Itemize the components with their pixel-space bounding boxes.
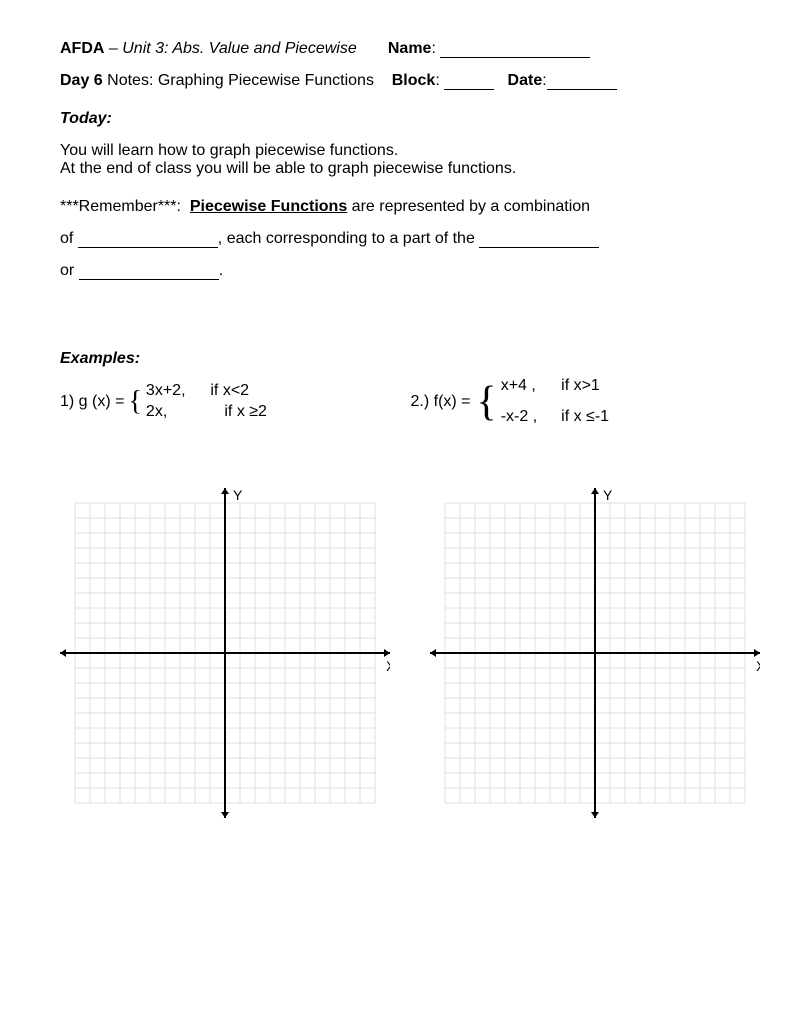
examples-row: 1) g (x) = { 3x+2, if x<2 2x, if x ≥2 2.… xyxy=(60,376,731,428)
piecewise-term: Piecewise Functions xyxy=(190,198,347,215)
ex2-label: 2.) f(x) = xyxy=(411,393,471,411)
ex1-p1-func: 3x+2, xyxy=(146,381,206,402)
name-blank[interactable] xyxy=(440,57,590,58)
brace-icon: { xyxy=(477,392,497,412)
blank-of[interactable] xyxy=(78,247,218,248)
graphs-row: YX YX xyxy=(60,488,731,818)
today-section: Today: You will learn how to graph piece… xyxy=(60,110,731,178)
of-label: of xyxy=(60,230,73,247)
examples-section: Examples: 1) g (x) = { 3x+2, if x<2 2x, … xyxy=(60,350,731,818)
ex1-pieces: 3x+2, if x<2 2x, if x ≥2 xyxy=(146,381,267,423)
block-blank[interactable] xyxy=(444,89,494,90)
svg-text:X: X xyxy=(756,658,760,674)
remember-line1: ***Remember***: Piecewise Functions are … xyxy=(60,198,731,216)
grid-svg-1: YX xyxy=(60,488,390,818)
remember-section: ***Remember***: Piecewise Functions are … xyxy=(60,198,731,280)
day-text: Notes: Graphing Piecewise Functions xyxy=(107,72,374,89)
grid-svg-2: YX xyxy=(430,488,760,818)
unit-title: – Unit 3: Abs. Value and Piecewise xyxy=(109,40,357,57)
blank-or[interactable] xyxy=(79,279,219,280)
example-2: 2.) f(x) = { x+4 , if x>1 -x-2 , if x ≤-… xyxy=(411,376,732,428)
remember-after-term: are represented by a combination xyxy=(352,198,590,215)
svg-text:Y: Y xyxy=(233,488,243,503)
graph-2: YX xyxy=(430,488,760,818)
example-1: 1) g (x) = { 3x+2, if x<2 2x, if x ≥2 xyxy=(60,376,381,428)
brace-icon: { xyxy=(128,392,141,412)
date-blank[interactable] xyxy=(547,89,617,90)
ex1-label: 1) g (x) = xyxy=(60,393,124,411)
remember-line2: of , each corresponding to a part of the xyxy=(60,230,731,248)
date-label: Date xyxy=(508,72,543,89)
name-label: Name xyxy=(388,40,432,57)
header-line-1: AFDA – Unit 3: Abs. Value and Piecewise … xyxy=(60,40,731,58)
ex1-p2-cond: if x ≥2 xyxy=(224,403,267,420)
ex2-p1-cond: if x>1 xyxy=(561,377,600,394)
examples-heading: Examples: xyxy=(60,350,731,368)
ex2-p2-func: -x-2 , xyxy=(501,407,557,428)
period: . xyxy=(219,262,223,279)
day-label: Day 6 xyxy=(60,72,103,89)
graph-1: YX xyxy=(60,488,390,818)
remember-prefix: ***Remember***: xyxy=(60,198,181,215)
svg-text:Y: Y xyxy=(603,488,613,503)
today-heading: Today: xyxy=(60,110,731,128)
header-line-2: Day 6 Notes: Graphing Piecewise Function… xyxy=(60,72,731,90)
today-line1: You will learn how to graph piecewise fu… xyxy=(60,142,731,160)
svg-text:X: X xyxy=(386,658,390,674)
or-label: or xyxy=(60,262,74,279)
ex1-p1-cond: if x<2 xyxy=(210,382,249,399)
ex2-p2-cond: if x ≤-1 xyxy=(561,408,609,425)
today-line2: At the end of class you will be able to … xyxy=(60,160,731,178)
ex2-p1-func: x+4 , xyxy=(501,376,557,397)
after-blank1: , each corresponding to a part of the xyxy=(218,230,475,247)
block-label: Block xyxy=(392,72,436,89)
ex2-pieces: x+4 , if x>1 -x-2 , if x ≤-1 xyxy=(501,376,609,428)
ex1-p2-func: 2x, xyxy=(146,402,206,423)
remember-line3: or . xyxy=(60,262,731,280)
course-code: AFDA xyxy=(60,40,104,57)
blank-part[interactable] xyxy=(479,247,599,248)
